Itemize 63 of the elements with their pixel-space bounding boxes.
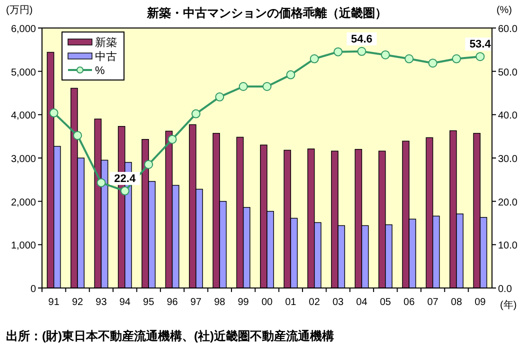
point bbox=[404, 54, 414, 64]
point bbox=[120, 186, 130, 196]
point bbox=[452, 54, 461, 64]
y2-tick-label: 60.0 bbox=[498, 24, 518, 35]
x-tick-label: 01 bbox=[285, 297, 297, 308]
point bbox=[73, 130, 82, 140]
x-tick-label: 98 bbox=[214, 297, 226, 308]
text: 出所：(財)東日本不動産流通機構、(社)近畿圏不動産流通機構 bbox=[6, 329, 334, 343]
x-axis-title: (年) bbox=[500, 299, 517, 311]
point bbox=[144, 160, 154, 169]
legend-label: 新築 bbox=[95, 36, 117, 49]
point bbox=[357, 46, 366, 56]
x-tick-label: 06 bbox=[404, 297, 416, 308]
x-tick-label: 99 bbox=[238, 297, 250, 308]
y2-tick-label: 10.0 bbox=[498, 240, 518, 252]
x-tick-label: 97 bbox=[190, 297, 202, 308]
point bbox=[286, 70, 296, 80]
point bbox=[310, 54, 319, 64]
point bbox=[476, 52, 485, 62]
x-tick-label: 95 bbox=[143, 297, 155, 308]
point bbox=[168, 134, 177, 144]
y2-tick-label: 40.0 bbox=[498, 110, 518, 122]
point bbox=[49, 108, 58, 118]
x-tick-label: 93 bbox=[96, 297, 108, 308]
x-tick-label: 07 bbox=[427, 297, 439, 308]
y-tick-label: 6,000 bbox=[10, 24, 36, 35]
x-tick-label: 92 bbox=[72, 297, 84, 308]
x-tick-label: 96 bbox=[166, 297, 178, 308]
y-tick-label: 4,000 bbox=[10, 110, 36, 122]
x-tick-label: 08 bbox=[450, 297, 462, 308]
y2-tick-label: 20.0 bbox=[498, 197, 518, 208]
x-tick-label: 91 bbox=[48, 297, 60, 308]
y-tick-label: 3,000 bbox=[10, 154, 36, 165]
point bbox=[380, 50, 390, 60]
x-tick-label: 09 bbox=[474, 297, 486, 308]
point bbox=[215, 92, 224, 102]
x-tick-label: 04 bbox=[356, 297, 368, 308]
point bbox=[238, 82, 248, 91]
y-tick-label: 0 bbox=[30, 284, 36, 295]
point bbox=[262, 82, 272, 91]
x-tick-label: 94 bbox=[119, 297, 131, 308]
x-tick-label: 05 bbox=[380, 297, 392, 308]
chart-title: 新築・中古マンションの価格乖離（近畿圏） bbox=[146, 6, 387, 20]
x-tick-label: 02 bbox=[308, 297, 320, 308]
y2-tick-label: 0.0 bbox=[498, 284, 512, 295]
point bbox=[96, 178, 106, 188]
data-label: 53.4 bbox=[469, 38, 492, 51]
point bbox=[191, 109, 200, 118]
point bbox=[334, 47, 343, 56]
legend-label: % bbox=[95, 65, 105, 77]
y2-tick-label: 50.0 bbox=[498, 67, 518, 78]
data-label: 54.6 bbox=[351, 33, 372, 46]
y-tick-label: 1,000 bbox=[10, 240, 36, 252]
x-tick-label: 00 bbox=[261, 297, 273, 308]
y-axis-title: (万円) bbox=[6, 5, 33, 16]
x-tick-label: 03 bbox=[332, 297, 344, 308]
data-label: 22.4 bbox=[114, 172, 136, 185]
y2-axis-title: (%) bbox=[496, 5, 512, 16]
y-tick-label: 2,000 bbox=[10, 197, 36, 208]
y2-tick-label: 30.0 bbox=[498, 154, 518, 165]
point bbox=[428, 58, 438, 68]
y-tick-label: 5,000 bbox=[10, 67, 36, 78]
legend-label: 中古 bbox=[95, 50, 117, 63]
